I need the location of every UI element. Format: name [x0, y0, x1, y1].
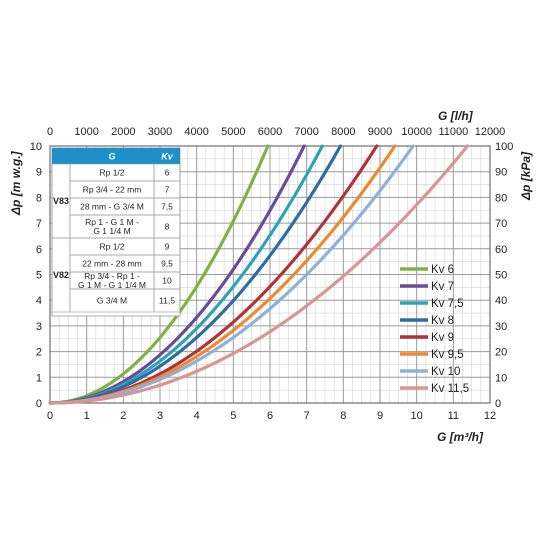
- x-tick-label: 11: [448, 410, 459, 422]
- x-axis-title-top: G [l/h]: [438, 109, 474, 123]
- legend: Kv 6 Kv 7 Kv 7,5 Kv 8 Kv 9 Kv 9,5 Kv 10 Kv 11,5: [400, 264, 469, 395]
- y-tick-label: 1: [36, 372, 42, 384]
- x-tick-label: 12: [484, 410, 496, 422]
- y-right-tick-label: 0: [495, 398, 501, 410]
- table-group-label: V82: [53, 270, 69, 280]
- table-cell-kv: [153, 288, 181, 313]
- plot-frame: [49, 145, 491, 404]
- table-cell-g-line: G 1 1/4 M: [93, 226, 130, 236]
- x-top-tick-label: 10000: [401, 126, 432, 138]
- x-top-tick-label: 1000: [74, 126, 98, 138]
- table-cell-g-text: G 3/4 M: [97, 296, 127, 306]
- table-cell-g-line: Rp 3/4 - Rp 1 -: [84, 271, 140, 281]
- x-top-tick-label: 0: [47, 126, 53, 138]
- y-right-tick-label: 30: [495, 321, 507, 333]
- series-line-7: [48, 144, 470, 405]
- x-tick-label: 9: [377, 410, 383, 422]
- y-right-tick-label: 40: [495, 295, 507, 307]
- x-top-tick-label: 9000: [368, 126, 392, 138]
- x-top-tick-label: 3000: [148, 126, 172, 138]
- table-cell-kv-text: 9,5: [161, 259, 173, 269]
- y-tick-label: 8: [36, 192, 42, 204]
- table-cell-kv-text: 8: [165, 222, 170, 232]
- table-cell-g-text: 28 mm - G 3/4 M: [80, 202, 144, 212]
- y-tick-label: 3: [36, 321, 42, 333]
- table-cell-g-text: Rp 3/4 - 22 mm: [83, 185, 142, 195]
- legend-label-0: Kv 6: [431, 264, 454, 276]
- y-tick-label: 7: [36, 218, 42, 230]
- table-cell-kv-text: 9: [165, 242, 170, 252]
- table-cell-g-text: Rp 3/4 - Rp 1 -G 1 M - G 1 1/4 M: [78, 271, 146, 290]
- table-cell-kv-text: 7,5: [161, 202, 173, 212]
- table-cell-g-text: 22 mm - 28 mm: [82, 259, 142, 269]
- table-cell-g-line: G 1 M - G 1 1/4 M: [78, 280, 146, 290]
- legend-label-5: Kv 9,5: [431, 349, 464, 361]
- x-top-tick-label: 12000: [475, 126, 506, 138]
- x-top-tick-label: 5000: [221, 126, 245, 138]
- y-right-tick-label: 100: [495, 141, 513, 153]
- y-right-tick-label: 80: [495, 192, 507, 204]
- x-tick-label: 2: [120, 410, 126, 422]
- x-tick-label: 6: [267, 410, 273, 422]
- table-group-cell: [51, 237, 71, 313]
- kv-table: G Kv Rp 1/2 6 Rp 3/4 - 22 mm 7 28 mm - G 3/4 M…: [51, 147, 181, 317]
- y-tick-label: 9: [36, 167, 42, 179]
- table-header-g: G: [108, 152, 115, 162]
- legend-label-4: Kv 9: [431, 332, 454, 344]
- table-cell-kv-text: 10: [162, 276, 172, 286]
- x-tick-label: 3: [157, 410, 163, 422]
- y-tick-label: 2: [36, 347, 42, 359]
- x-top-tick-label: 6000: [258, 126, 282, 138]
- table-group-label: V83: [53, 196, 69, 206]
- table-header-kv: Kv: [161, 152, 173, 162]
- table-cell-kv-text: 6: [165, 168, 170, 178]
- y-right-tick-label: 20: [495, 347, 507, 359]
- y-right-tick-label: 90: [495, 167, 507, 179]
- y-tick-label: 4: [36, 295, 42, 307]
- table-cell-g-line: Rp 1 - G 1 M -: [85, 217, 139, 227]
- y-right-tick-label: 60: [495, 244, 507, 256]
- x-tick-label: 0: [47, 410, 53, 422]
- y-axis-title-right: Δp [kPa]: [519, 151, 533, 201]
- table-cell-g-text: Rp 1/2: [99, 168, 124, 178]
- x-tick-label: 5: [230, 410, 236, 422]
- x-tick-label: 8: [340, 410, 346, 422]
- x-tick-label: 4: [194, 410, 200, 422]
- x-tick-label: 1: [84, 410, 90, 422]
- x-top-tick-label: 11000: [438, 126, 468, 138]
- curves: [48, 144, 470, 405]
- table-cell-g-text: Rp 1/2: [99, 242, 124, 252]
- y-right-tick-label: 10: [495, 372, 507, 384]
- series-line-0: [48, 144, 270, 405]
- x-top-tick-label: 7000: [294, 126, 318, 138]
- y-tick-label: 10: [30, 141, 42, 153]
- legend-label-2: Kv 7,5: [431, 298, 464, 310]
- table-cell-g-text: Rp 1 - G 1 M -G 1 1/4 M: [85, 217, 139, 236]
- series-line-6: [48, 144, 415, 405]
- y-right-tick-label: 70: [495, 218, 507, 230]
- table-cell-kv-text: 7: [165, 185, 170, 195]
- y-axis-title-left: Δp [m w.g.]: [9, 150, 23, 216]
- legend-label-3: Kv 8: [431, 315, 454, 327]
- x-top-tick-label: 8000: [331, 126, 355, 138]
- x-axis-title-bottom: G [m³/h]: [437, 430, 484, 444]
- y-tick-label: 5: [36, 270, 42, 282]
- x-top-tick-label: 2000: [111, 126, 135, 138]
- legend-label-1: Kv 7: [431, 281, 454, 293]
- y-right-tick-label: 50: [495, 270, 507, 282]
- x-tick-label: 10: [411, 410, 423, 422]
- legend-label-6: Kv 10: [431, 366, 460, 378]
- table-header-bar: [52, 148, 180, 164]
- x-tick-label: 7: [304, 410, 310, 422]
- y-tick-label: 0: [36, 398, 42, 410]
- x-top-tick-label: 4000: [184, 126, 208, 138]
- table-cell-kv-text: 11,5: [159, 296, 175, 306]
- legend-label-7: Kv 11,5: [431, 383, 469, 395]
- y-tick-label: 6: [36, 244, 42, 256]
